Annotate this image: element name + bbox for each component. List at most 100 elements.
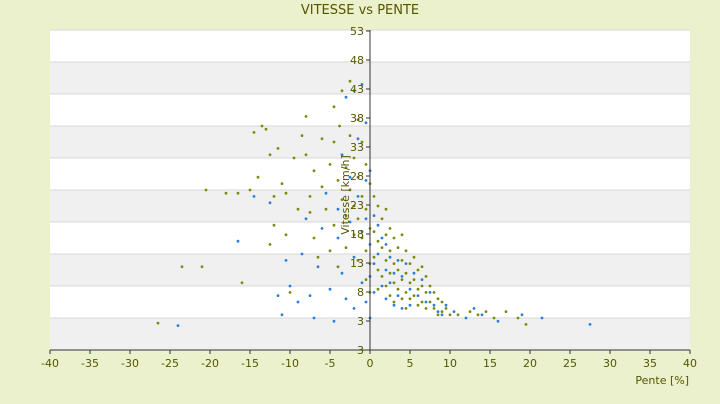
data-point-blue: [380, 236, 384, 240]
data-point-green: [404, 249, 408, 253]
data-point-green: [396, 287, 400, 291]
data-point-green: [252, 131, 256, 134]
data-point-blue: [392, 303, 396, 307]
data-point-green: [380, 217, 384, 221]
x-tick-label: 15: [483, 357, 497, 370]
data-point-green: [276, 147, 280, 150]
data-point-blue: [408, 287, 412, 291]
data-point-green: [204, 188, 208, 192]
data-point-green: [340, 198, 344, 202]
data-point-blue: [348, 220, 352, 224]
data-point-blue: [332, 319, 336, 323]
data-point-blue: [304, 217, 308, 221]
data-point-green: [428, 284, 432, 288]
data-point-blue: [360, 281, 364, 285]
data-point-green: [400, 259, 404, 262]
data-point-green: [392, 236, 396, 240]
data-point-blue: [384, 297, 388, 301]
data-point-green: [380, 246, 384, 250]
data-point-green: [404, 271, 408, 275]
x-tick-label: 40: [683, 357, 697, 370]
data-point-green: [240, 281, 244, 285]
data-point-green: [344, 214, 348, 218]
data-point-green: [372, 230, 376, 234]
data-point-blue: [324, 191, 328, 195]
data-point-blue: [376, 252, 380, 256]
data-point-green: [284, 191, 288, 195]
data-point-blue: [284, 259, 288, 262]
data-point-green: [376, 287, 380, 291]
x-axis-label: Pente [%]: [635, 374, 689, 387]
data-point-green: [364, 163, 368, 166]
data-point-blue: [176, 324, 180, 328]
data-point-green: [440, 310, 444, 313]
x-tick-label: -20: [201, 357, 219, 370]
data-point-blue: [520, 313, 524, 317]
data-point-green: [288, 291, 292, 294]
data-point-green: [400, 278, 404, 281]
data-point-blue: [340, 153, 344, 157]
data-point-green: [408, 297, 412, 301]
data-point-green: [332, 140, 336, 144]
y-tick-label: 23: [350, 199, 364, 212]
data-point-blue: [384, 268, 388, 272]
data-point-green: [304, 153, 308, 157]
data-point-blue: [316, 265, 320, 269]
data-point-green: [404, 307, 408, 310]
data-point-green: [524, 323, 528, 326]
data-point-green: [384, 207, 388, 211]
data-point-green: [388, 227, 392, 230]
data-point-blue: [392, 271, 396, 275]
data-point-green: [436, 297, 440, 301]
data-point-green: [364, 278, 368, 281]
data-point-green: [292, 156, 296, 160]
data-point-green: [328, 163, 332, 166]
data-point-blue: [400, 307, 404, 310]
data-point-green: [316, 255, 320, 259]
data-point-green: [420, 265, 424, 269]
data-point-green: [344, 246, 348, 250]
data-point-green: [356, 259, 360, 262]
data-point-blue: [328, 287, 332, 291]
data-point-green: [412, 278, 416, 281]
data-point-green: [484, 310, 488, 313]
x-tick-label: -35: [81, 357, 99, 370]
data-point-blue: [496, 319, 500, 323]
x-tick-label: 20: [523, 357, 537, 370]
data-point-blue: [432, 303, 436, 307]
x-tick-label: 5: [407, 357, 414, 370]
data-point-green: [312, 236, 316, 240]
y-tick-label: 53: [350, 25, 364, 38]
data-point-blue: [364, 300, 368, 304]
data-point-blue: [360, 83, 364, 86]
data-point-green: [180, 265, 184, 269]
data-point-blue: [440, 313, 444, 317]
data-point-blue: [296, 300, 300, 304]
data-point-green: [356, 118, 360, 121]
data-point-green: [264, 127, 268, 131]
data-point-green: [328, 249, 332, 253]
data-point-green: [268, 153, 272, 157]
data-point-blue: [380, 284, 384, 288]
data-point-green: [256, 175, 260, 179]
data-point-green: [400, 297, 404, 301]
data-point-green: [388, 271, 392, 275]
data-point-green: [272, 223, 276, 227]
data-point-green: [348, 134, 352, 138]
data-point-green: [492, 316, 496, 320]
data-point-blue: [464, 316, 468, 320]
data-point-green: [348, 79, 352, 83]
data-point-blue: [364, 121, 368, 125]
y-tick-label: 8: [357, 286, 364, 299]
data-point-green: [392, 281, 396, 285]
data-point-green: [364, 207, 368, 211]
data-point-blue: [288, 284, 292, 288]
data-point-blue: [276, 294, 280, 297]
x-tick-label: 30: [603, 357, 617, 370]
data-point-blue: [396, 259, 400, 262]
x-tick-label: 10: [443, 357, 457, 370]
data-point-green: [260, 124, 264, 128]
data-point-blue: [388, 255, 392, 259]
data-point-blue: [408, 303, 412, 307]
